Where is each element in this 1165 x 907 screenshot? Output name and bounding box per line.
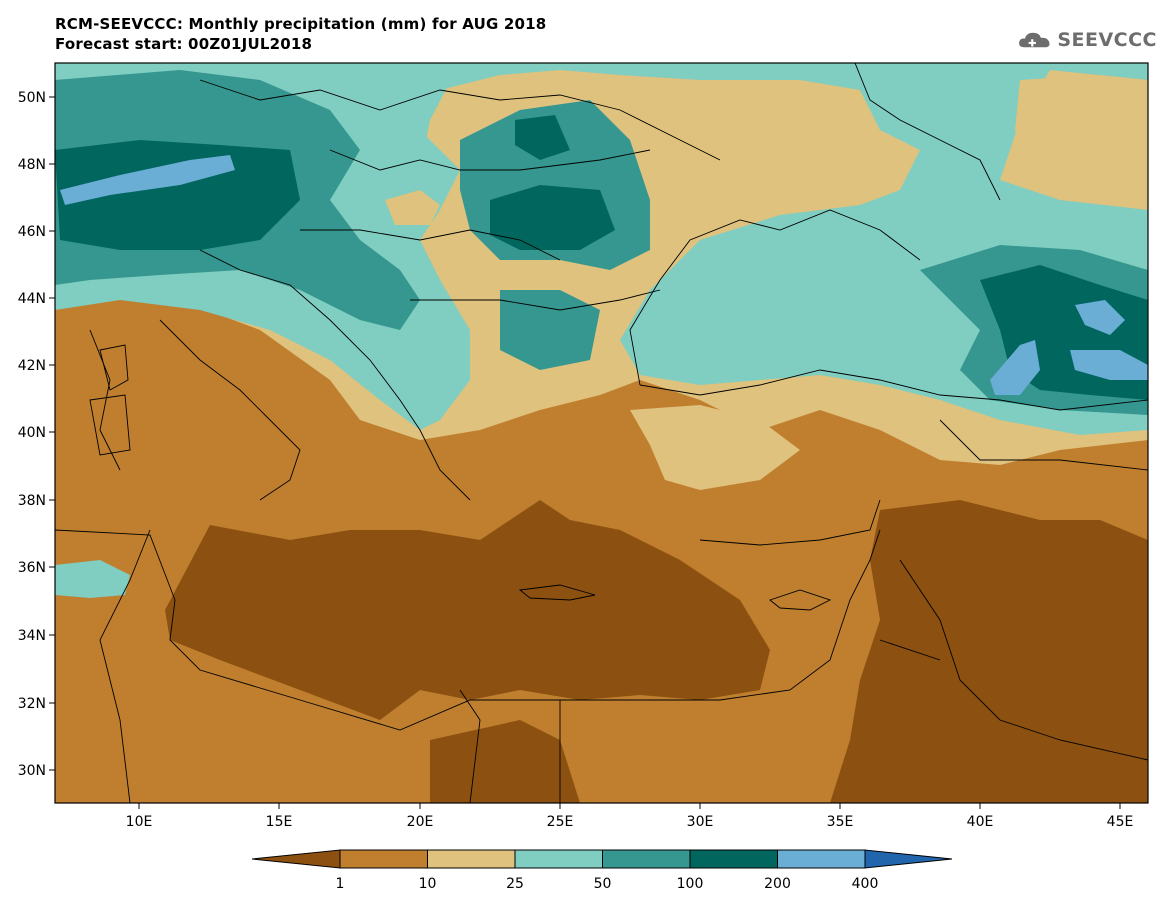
lon-label: 15E	[266, 814, 293, 830]
precip-area-100-200	[55, 140, 300, 250]
precip-area-10-25d	[630, 405, 800, 490]
lat-label: 42N	[18, 358, 46, 374]
precip-area-0-1c	[430, 720, 580, 803]
colorbar-label: 25	[506, 876, 524, 892]
colorbar-arrow-low	[251, 849, 341, 869]
lon-label: 30E	[687, 814, 714, 830]
colorbar: 1 10 25 50 100 200 400	[251, 849, 953, 892]
latitude-labels: 50N 48N 46N 44N 42N 40N 38N 36N 34N 32N …	[18, 90, 55, 779]
colorbar-label: 50	[594, 876, 612, 892]
precip-area-0-1	[165, 500, 770, 720]
lon-label: 25E	[547, 814, 574, 830]
lat-label: 50N	[18, 90, 46, 106]
lat-label: 40N	[18, 425, 46, 441]
lon-label: 45E	[1107, 814, 1134, 830]
lat-label: 44N	[18, 291, 46, 307]
colorbar-label: 1	[336, 876, 345, 892]
precip-area-100-200b	[490, 185, 615, 250]
colorbar-swatch	[602, 849, 691, 869]
precip-area-10-25e	[1015, 75, 1148, 200]
colorbar-label: 100	[677, 876, 704, 892]
cloud-icon	[1019, 32, 1050, 48]
precip-area-25-50c	[55, 560, 130, 598]
logo-text: SEEVCCC	[1057, 29, 1157, 51]
lon-label: 40E	[967, 814, 994, 830]
lat-label: 32N	[18, 696, 46, 712]
colorbar-swatch	[427, 849, 516, 869]
colorbar-swatch	[514, 849, 603, 869]
colorbar-label: 400	[852, 876, 879, 892]
lat-label: 38N	[18, 493, 46, 509]
colorbar-swatch	[689, 849, 778, 869]
map-frame	[54, 62, 1149, 804]
precip-area-0-1b	[830, 500, 1148, 803]
precip-area-200-400d	[1070, 350, 1148, 380]
lat-label: 30N	[18, 763, 46, 779]
lon-label: 35E	[827, 814, 854, 830]
lat-label: 36N	[18, 560, 46, 576]
precip-area-200-400c	[1075, 300, 1125, 335]
precip-area-50-100c	[500, 290, 600, 370]
precip-area-200-400b	[990, 340, 1040, 395]
precip-field	[55, 63, 1148, 803]
longitude-labels: 10E 15E 20E 25E 30E 35E 40E 45E	[126, 803, 1134, 830]
lon-label: 10E	[126, 814, 153, 830]
country-borders	[55, 63, 1148, 803]
map-title: RCM-SEEVCCC: Monthly precipitation (mm) …	[55, 14, 546, 54]
colorbar-swatch	[777, 849, 866, 869]
seevccc-logo: SEEVCCC	[1017, 22, 1157, 58]
title-line-2: Forecast start: 00Z01JUL2018	[55, 35, 313, 53]
lat-label: 46N	[18, 224, 46, 240]
precip-area-100-200c	[515, 115, 570, 160]
precip-area-200-400	[60, 155, 235, 205]
colorbar-swatch	[339, 849, 428, 869]
colorbar-label: 200	[764, 876, 791, 892]
lat-label: 34N	[18, 628, 46, 644]
title-line-1: RCM-SEEVCCC: Monthly precipitation (mm) …	[55, 15, 547, 33]
precip-area-10-25c	[385, 190, 440, 225]
colorbar-arrow-high	[864, 849, 953, 869]
lon-label: 20E	[407, 814, 434, 830]
lat-label: 48N	[18, 157, 46, 173]
colorbar-label: 10	[419, 876, 437, 892]
